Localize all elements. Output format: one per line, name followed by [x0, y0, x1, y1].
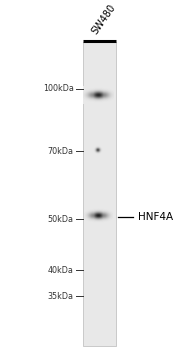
- Text: HNF4A: HNF4A: [138, 212, 173, 223]
- Text: 50kDa: 50kDa: [48, 215, 74, 224]
- Text: 35kDa: 35kDa: [48, 292, 74, 301]
- Text: 40kDa: 40kDa: [48, 266, 74, 275]
- Text: 70kDa: 70kDa: [48, 147, 74, 156]
- Text: SW480: SW480: [90, 2, 118, 36]
- Bar: [83, 42, 116, 346]
- Text: 100kDa: 100kDa: [43, 84, 74, 93]
